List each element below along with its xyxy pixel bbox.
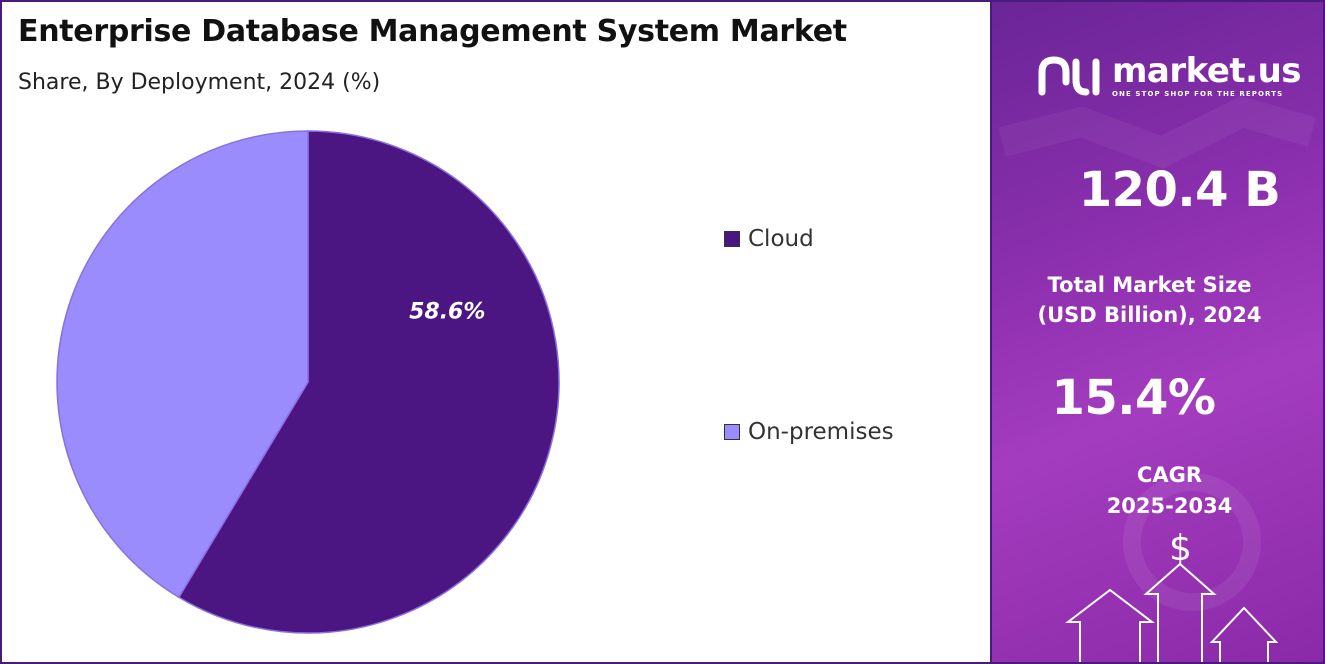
pie-chart: 58.6% xyxy=(56,130,560,634)
legend-label: On-premises xyxy=(748,419,894,445)
pie-data-label: 58.6% xyxy=(409,300,485,325)
growth-arrows-icon xyxy=(1065,562,1279,662)
cagr-value: 15.4% xyxy=(1051,370,1216,426)
chart-subtitle: Share, By Deployment, 2024 (%) xyxy=(18,70,381,95)
legend-item-cloud: Cloud xyxy=(724,226,814,252)
legend-swatch xyxy=(724,231,740,247)
legend-label: Cloud xyxy=(748,226,814,252)
background-decoration xyxy=(998,95,1317,662)
dollar-icon: $ xyxy=(1169,528,1192,569)
pie-slice-cloud xyxy=(177,130,560,634)
market-us-logo-icon xyxy=(1038,56,1100,96)
brand-name: market.us xyxy=(1112,51,1302,91)
cagr-label-line1: CAGR xyxy=(1136,463,1203,487)
market-size-label-line2: (USD Billion), 2024 xyxy=(1037,303,1262,327)
chart-title: Enterprise Database Management System Ma… xyxy=(18,14,847,49)
pie-slice-on-premises xyxy=(56,130,309,599)
brand-logo: market.us ONE STOP SHOP FOR THE REPORTS xyxy=(1036,51,1302,100)
brand-tagline: ONE STOP SHOP FOR THE REPORTS xyxy=(1112,90,1284,98)
stats-panel: market.us ONE STOP SHOP FOR THE REPORTS … xyxy=(990,2,1323,662)
market-size-label-line1: Total Market Size xyxy=(1047,273,1252,297)
chart-panel: Enterprise Database Management System Ma… xyxy=(2,2,990,662)
market-size-value: 120.4 B xyxy=(1078,162,1281,218)
legend-item-on-premises: On-premises xyxy=(724,419,894,445)
legend-swatch xyxy=(724,424,740,440)
cagr-label-line2: 2025-2034 xyxy=(1106,494,1233,518)
